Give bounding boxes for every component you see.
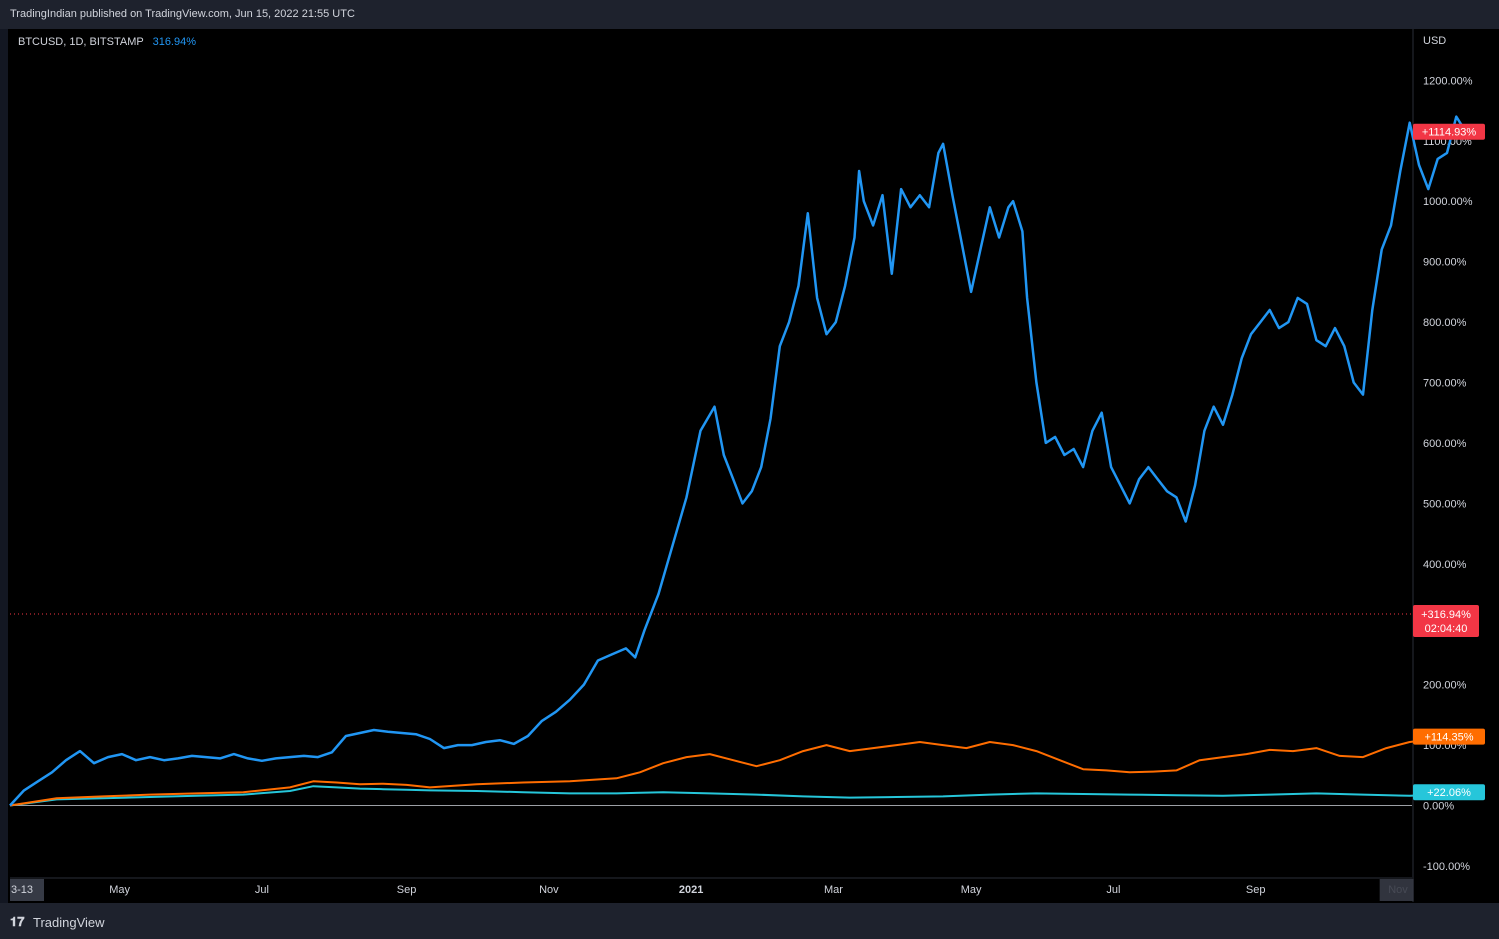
x-tick-label: Jul (1106, 884, 1120, 896)
series-line[interactable] (9, 785, 1466, 807)
y-tick-label: 200.00% (1423, 680, 1467, 692)
series-last-value-label: +1114.93% (1422, 127, 1477, 139)
y-tick-label: 900.00% (1423, 257, 1467, 269)
series-last-value-label: +22.06% (1427, 787, 1471, 799)
time-axis[interactable] (10, 878, 1412, 902)
start-date-marker (10, 879, 44, 901)
x-tick-label: 3-13 (11, 884, 33, 896)
x-tick-label: Nov (539, 884, 559, 896)
y-tick-label: 800.00% (1423, 317, 1467, 329)
x-tick-label: 2021 (679, 884, 703, 896)
y-tick-label: 1000.00% (1423, 196, 1473, 208)
x-tick-label: Sep (1246, 884, 1266, 896)
tradingview-logo-text: TradingView (33, 915, 105, 930)
current-value-label: +316.94% (1421, 609, 1471, 621)
x-tick-label: May (109, 884, 130, 896)
y-tick-label: 700.00% (1423, 377, 1467, 389)
tradingview-logo-icon: 𝟏𝟕 (10, 914, 25, 929)
x-tick-label: Mar (824, 884, 843, 896)
bar-countdown-label: 02:04:40 (1425, 623, 1468, 635)
series-last-value-label: +114.35% (1424, 732, 1473, 744)
series-line[interactable] (9, 115, 1467, 807)
publisher-text: TradingIndian published on TradingView.c… (10, 8, 355, 20)
y-tick-label: 600.00% (1423, 438, 1467, 450)
price-axis[interactable] (1413, 29, 1499, 902)
current-value-badge (1413, 604, 1479, 637)
legend-symbol: BTCUSD, 1D, BITSTAMP (18, 36, 144, 48)
x-tick-label: May (961, 884, 982, 896)
footer: 𝟏𝟕 TradingView (0, 903, 1499, 939)
chart-legend: BTCUSD, 1D, BITSTAMP 316.94% (18, 36, 196, 48)
series-last-value-badge (1413, 784, 1485, 801)
chart-area[interactable] (8, 29, 1499, 903)
y-tick-label: -100.00% (1423, 861, 1470, 873)
publish-header: TradingIndian published on TradingView.c… (0, 0, 1499, 29)
y-tick-label: 500.00% (1423, 498, 1467, 510)
y-tick-label: 0.00% (1423, 800, 1454, 812)
y-tick-label: 400.00% (1423, 559, 1467, 571)
x-tick-label: Jul (255, 884, 269, 896)
legend-value: 316.94% (152, 36, 197, 48)
y-tick-label: 1200.00% (1423, 75, 1473, 87)
y-axis-unit-label: USD (1423, 35, 1446, 47)
series-last-value-badge (1413, 123, 1485, 140)
series-last-value-badge (1413, 728, 1485, 745)
x-tick-label: Sep (397, 884, 417, 896)
end-date-marker (1379, 879, 1414, 901)
series-line[interactable] (9, 735, 1466, 807)
